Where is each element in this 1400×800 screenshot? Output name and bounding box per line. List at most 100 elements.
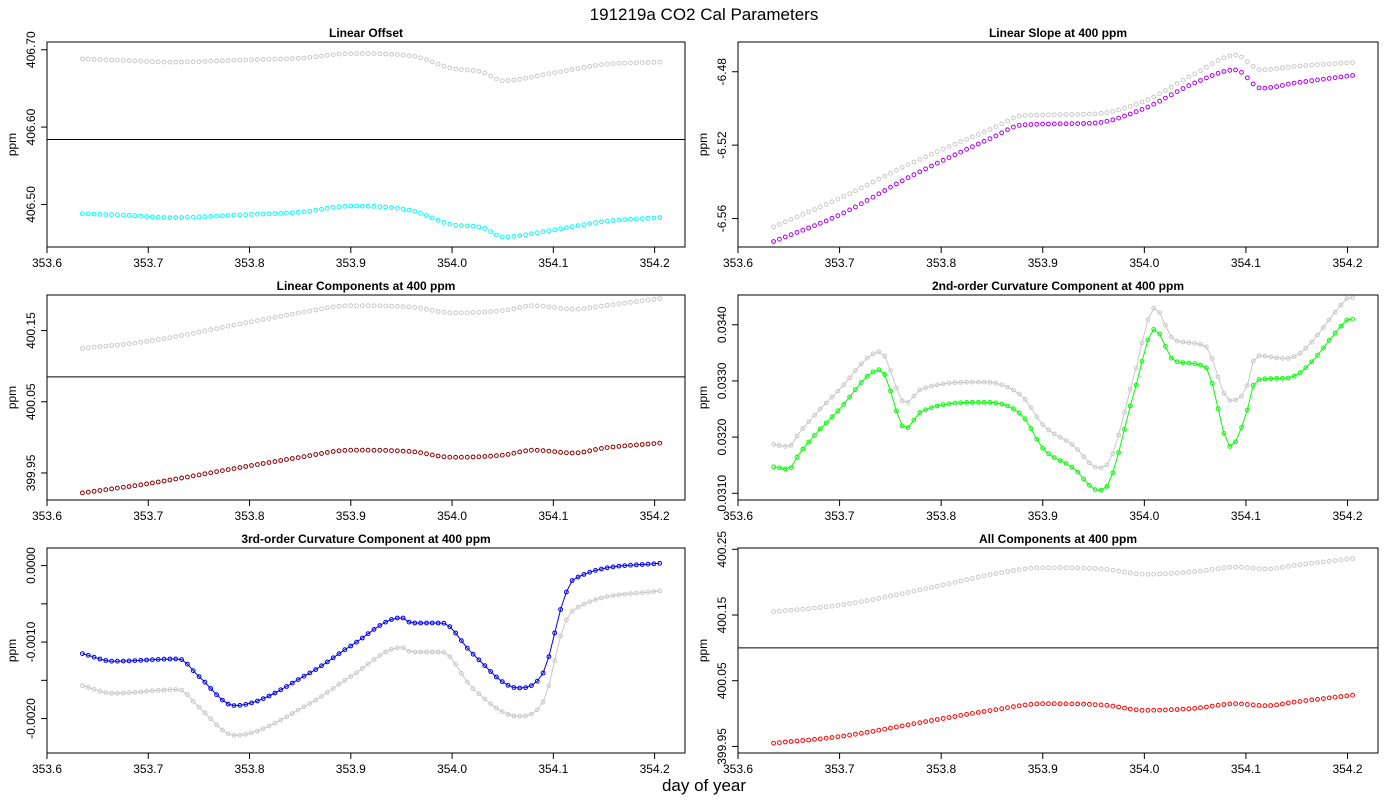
data-point xyxy=(657,59,663,65)
data-point xyxy=(540,670,546,676)
data-point xyxy=(975,141,981,147)
data-point xyxy=(214,722,220,728)
data-point xyxy=(911,588,917,594)
data-point xyxy=(1163,88,1168,93)
data-point xyxy=(354,303,359,309)
data-point xyxy=(1005,705,1010,711)
y-axis-label: ppm xyxy=(696,133,710,156)
data-point xyxy=(289,210,295,216)
data-point xyxy=(841,733,847,739)
data-point xyxy=(929,151,934,157)
data-point xyxy=(1291,373,1297,379)
data-point xyxy=(383,448,389,453)
data-point xyxy=(639,216,645,222)
data-point xyxy=(494,232,499,238)
data-point xyxy=(1309,359,1315,365)
data-point xyxy=(888,184,893,190)
data-point xyxy=(628,216,633,222)
data-point xyxy=(634,442,639,448)
data-point xyxy=(167,656,173,662)
data-point xyxy=(923,385,928,391)
data-point xyxy=(616,217,622,223)
data-point xyxy=(1321,559,1326,565)
data-point xyxy=(829,199,835,205)
data-point xyxy=(952,580,958,585)
data-point xyxy=(1250,702,1256,708)
data-point xyxy=(190,698,196,704)
data-point xyxy=(1133,571,1139,577)
data-point xyxy=(97,488,103,493)
data-point xyxy=(1198,342,1203,347)
data-point xyxy=(1198,78,1203,83)
data-point xyxy=(975,399,981,405)
data-point xyxy=(1168,355,1174,361)
data-point xyxy=(800,426,806,432)
data-point xyxy=(575,66,581,71)
data-point xyxy=(132,340,138,346)
data-point xyxy=(482,226,488,231)
x-tick-label: 353.6 xyxy=(32,256,62,270)
data-point xyxy=(806,439,811,445)
data-point xyxy=(185,474,190,480)
data-point xyxy=(1034,701,1040,707)
data-point xyxy=(1005,127,1010,133)
data-point xyxy=(829,735,835,740)
data-point xyxy=(657,560,663,566)
data-point xyxy=(196,704,202,710)
data-point xyxy=(847,394,852,400)
data-point xyxy=(225,58,231,63)
data-point xyxy=(534,447,540,453)
data-point xyxy=(564,68,569,73)
data-point xyxy=(952,152,958,158)
data-point xyxy=(1315,77,1320,83)
data-point xyxy=(1075,112,1081,117)
panel-title: Linear Slope at 400 ppm xyxy=(989,26,1127,40)
data-point xyxy=(569,224,575,230)
data-point xyxy=(1163,322,1168,328)
data-point xyxy=(1040,121,1045,127)
data-point xyxy=(1180,339,1186,345)
data-point xyxy=(132,58,138,64)
data-point xyxy=(616,60,622,66)
data-point xyxy=(313,697,319,703)
data-point xyxy=(946,401,952,407)
panel-p6: All Components at 400 ppm ppm 353.6 353.7 35… xyxy=(696,531,1379,776)
data-point xyxy=(1075,447,1081,453)
data-point xyxy=(923,166,928,172)
data-point xyxy=(429,215,435,221)
series-reference xyxy=(80,588,663,738)
data-point xyxy=(610,593,616,598)
data-point xyxy=(794,607,800,613)
data-point xyxy=(1092,487,1098,493)
data-point xyxy=(1116,450,1121,456)
data-point xyxy=(115,212,120,218)
data-point xyxy=(1081,111,1086,117)
data-point xyxy=(1110,567,1116,573)
data-point xyxy=(1209,380,1215,386)
y-axis-label: ppm xyxy=(5,133,19,156)
data-point xyxy=(1326,338,1332,343)
data-point xyxy=(817,406,823,412)
data-point xyxy=(858,730,864,736)
data-point xyxy=(394,645,400,651)
data-point xyxy=(150,59,155,65)
data-point xyxy=(511,306,517,312)
data-point xyxy=(864,373,870,379)
data-point xyxy=(1332,309,1338,315)
data-point xyxy=(464,67,470,73)
data-point xyxy=(179,657,185,662)
data-point xyxy=(231,212,237,218)
data-point xyxy=(841,210,847,216)
series-reference xyxy=(771,52,1355,230)
data-point xyxy=(272,720,278,726)
data-point xyxy=(354,203,359,209)
data-point xyxy=(593,447,598,452)
data-point xyxy=(1344,556,1350,562)
data-point xyxy=(1297,79,1303,85)
data-point xyxy=(1233,564,1238,570)
data-point xyxy=(266,316,272,321)
data-point xyxy=(911,393,917,399)
data-point xyxy=(622,217,628,223)
data-point xyxy=(1157,707,1162,713)
data-point xyxy=(894,385,899,391)
